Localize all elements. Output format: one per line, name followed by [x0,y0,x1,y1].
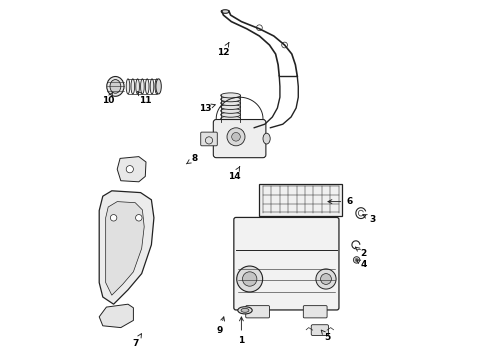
Ellipse shape [263,133,270,144]
Polygon shape [106,202,144,295]
Ellipse shape [238,307,252,314]
FancyBboxPatch shape [311,325,328,336]
Polygon shape [99,191,154,304]
FancyBboxPatch shape [201,132,217,146]
Text: 5: 5 [321,330,331,342]
Text: 3: 3 [363,215,376,224]
Circle shape [126,166,133,173]
Polygon shape [99,304,133,328]
Ellipse shape [150,79,154,94]
Circle shape [136,215,142,221]
Ellipse shape [110,80,121,93]
Circle shape [237,266,263,292]
FancyBboxPatch shape [245,306,270,318]
Ellipse shape [220,116,241,121]
Text: 13: 13 [199,104,215,112]
Ellipse shape [220,100,241,105]
Text: 1: 1 [238,317,245,345]
Ellipse shape [220,120,241,125]
Ellipse shape [155,79,159,94]
Circle shape [227,128,245,146]
FancyBboxPatch shape [303,306,327,318]
Text: 14: 14 [228,167,241,181]
Circle shape [257,25,262,31]
Ellipse shape [131,79,135,94]
Ellipse shape [221,10,229,13]
Text: 11: 11 [138,91,151,104]
Text: 8: 8 [186,154,198,164]
Text: 7: 7 [132,334,142,348]
Ellipse shape [220,108,241,113]
Ellipse shape [136,79,139,94]
Text: 12: 12 [217,42,230,57]
Ellipse shape [220,93,241,98]
Text: 4: 4 [356,260,367,269]
Ellipse shape [220,104,241,109]
Ellipse shape [220,97,241,102]
Circle shape [232,132,240,141]
Circle shape [243,272,257,286]
Bar [259,184,342,216]
Circle shape [320,274,331,284]
Ellipse shape [241,308,249,312]
Text: 10: 10 [102,93,114,104]
Ellipse shape [141,79,144,94]
Circle shape [316,269,336,289]
Circle shape [110,215,117,221]
Circle shape [205,137,213,144]
FancyBboxPatch shape [213,120,266,158]
Text: 2: 2 [355,247,367,258]
Circle shape [355,258,358,261]
Text: 6: 6 [328,197,352,206]
FancyBboxPatch shape [234,217,339,310]
Ellipse shape [126,79,130,94]
Ellipse shape [146,79,149,94]
Ellipse shape [156,79,161,94]
Circle shape [353,257,360,263]
Ellipse shape [107,77,124,96]
Text: 9: 9 [217,317,224,335]
Polygon shape [117,157,146,182]
Ellipse shape [220,112,241,117]
Circle shape [282,42,288,48]
